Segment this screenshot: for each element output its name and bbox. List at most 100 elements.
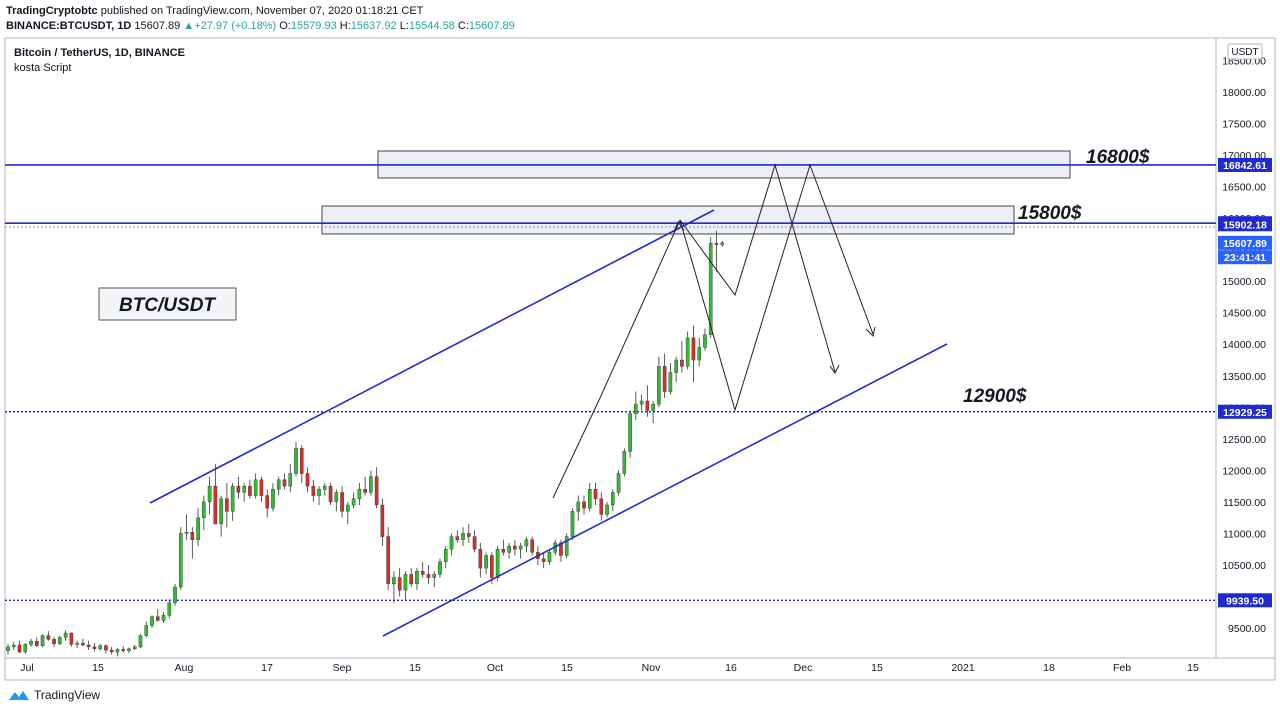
candle-body[interactable] [397, 577, 402, 591]
price-tag-bg[interactable] [1218, 404, 1272, 419]
price-tag-label[interactable]: 9939.50 [1226, 595, 1264, 607]
price-tag-bg[interactable] [1218, 217, 1272, 232]
candle-body[interactable] [6, 646, 10, 651]
candle-body[interactable] [507, 545, 511, 553]
target-16800-label[interactable]: 16800$ [1086, 147, 1150, 168]
candle-body[interactable] [196, 517, 200, 540]
candle-body[interactable] [317, 489, 321, 496]
candle-body[interactable] [541, 558, 546, 562]
candle-body[interactable] [328, 485, 333, 503]
candle-body[interactable] [703, 334, 707, 348]
candle-body[interactable] [478, 548, 483, 569]
candle-body[interactable] [299, 448, 304, 474]
candle-body[interactable] [173, 586, 177, 603]
candle-body[interactable] [495, 548, 500, 578]
candle-body[interactable] [340, 492, 344, 512]
candle-body[interactable] [35, 641, 39, 646]
candle-body[interactable] [559, 542, 563, 556]
price-tag-bg[interactable] [1218, 593, 1272, 608]
candle-body[interactable] [346, 504, 350, 512]
candle-body[interactable] [23, 644, 28, 653]
candle-body[interactable] [605, 504, 609, 515]
target-15800-label[interactable]: 15800$ [1018, 203, 1082, 224]
candle-body[interactable] [81, 642, 85, 646]
candle-body[interactable] [438, 561, 442, 575]
candle-body[interactable] [599, 498, 604, 515]
candle-body[interactable] [374, 476, 379, 506]
candle-body[interactable] [351, 498, 356, 506]
candle-body[interactable] [357, 489, 362, 499]
price-tag-bg[interactable] [1218, 157, 1272, 172]
candle-body[interactable] [11, 644, 16, 648]
candle-body[interactable] [167, 602, 172, 616]
price-tag-label[interactable]: 23:41:41 [1224, 252, 1266, 264]
candle-body[interactable] [662, 366, 667, 392]
candle-body[interactable] [530, 539, 534, 553]
currency-button[interactable]: USDT [1227, 43, 1263, 60]
candle-body[interactable] [455, 536, 460, 540]
candle-body[interactable] [587, 489, 592, 509]
candle-body[interactable] [386, 536, 390, 585]
candle-body[interactable] [449, 536, 454, 550]
candle-body[interactable] [63, 632, 68, 638]
candle-body[interactable] [363, 489, 367, 493]
price-tag-label[interactable]: 16842.61 [1223, 160, 1267, 172]
candle-body[interactable] [155, 616, 160, 621]
candle-body[interactable] [524, 539, 529, 547]
candle-body[interactable] [58, 637, 62, 644]
candle-body[interactable] [144, 625, 149, 636]
candle-body[interactable] [104, 645, 108, 651]
candle-body[interactable] [265, 495, 270, 509]
candle-body[interactable] [461, 533, 465, 540]
candle-body[interactable] [409, 574, 414, 585]
candle-body[interactable] [714, 243, 719, 245]
candle-body[interactable] [138, 635, 143, 648]
candle-body[interactable] [86, 644, 91, 648]
price-tag-label[interactable]: 12929.25 [1223, 407, 1267, 419]
candle-body[interactable] [282, 479, 287, 487]
candle-body[interactable] [415, 571, 419, 585]
candle-body[interactable] [288, 473, 293, 487]
candle-body[interactable] [668, 372, 673, 392]
zone-15800[interactable] [321, 205, 1015, 235]
candle-body[interactable] [253, 479, 258, 496]
price-tag-bg[interactable] [1218, 250, 1272, 265]
btcusdt-label-box[interactable] [98, 287, 237, 321]
candle-body[interactable] [127, 648, 131, 651]
candle-body[interactable] [219, 498, 223, 525]
time-axis[interactable]: Jul 15 Aug 17 Sep 15 Oct 15 Nov 16 Dec 15 2021 18 Feb 1… [20, 662, 1199, 674]
candle-body[interactable] [501, 548, 506, 553]
path-scenario-a[interactable] [679, 163, 836, 373]
candle-body[interactable] [29, 641, 33, 645]
support-12900-label[interactable]: 12900$ [963, 386, 1027, 407]
candle-body[interactable] [547, 552, 552, 562]
candle-body[interactable] [691, 337, 696, 361]
candle-body[interactable] [392, 577, 396, 585]
candle-body[interactable] [225, 498, 229, 512]
candle-body[interactable] [115, 649, 120, 653]
candle-body[interactable] [109, 649, 114, 653]
legend-script[interactable]: kosta Script [14, 62, 71, 74]
candle-body[interactable] [697, 347, 701, 361]
candle-body[interactable] [380, 504, 385, 537]
tradingview-brand[interactable]: TradingView [8, 688, 100, 702]
candle-body[interactable] [484, 555, 488, 569]
price-axis[interactable]: 9500.0010000.0010500.0011000.0011500.001… [1222, 55, 1266, 635]
candle-body[interactable] [40, 635, 45, 646]
candle-body[interactable] [576, 501, 581, 512]
path-rally-line[interactable] [552, 219, 681, 499]
candle-body[interactable] [611, 492, 615, 506]
candle-body[interactable] [202, 501, 206, 518]
candle-body[interactable] [616, 473, 621, 493]
candle-body[interactable] [564, 536, 569, 556]
candle-body[interactable] [161, 615, 166, 621]
candle-body[interactable] [75, 642, 79, 645]
candle-body[interactable] [323, 485, 327, 490]
candle-body[interactable] [334, 492, 339, 503]
candle-body[interactable] [720, 242, 725, 245]
candle-body[interactable] [305, 473, 310, 487]
candle-body[interactable] [645, 400, 650, 411]
channel-upper-line[interactable] [149, 209, 715, 504]
candle-body[interactable] [708, 243, 713, 335]
